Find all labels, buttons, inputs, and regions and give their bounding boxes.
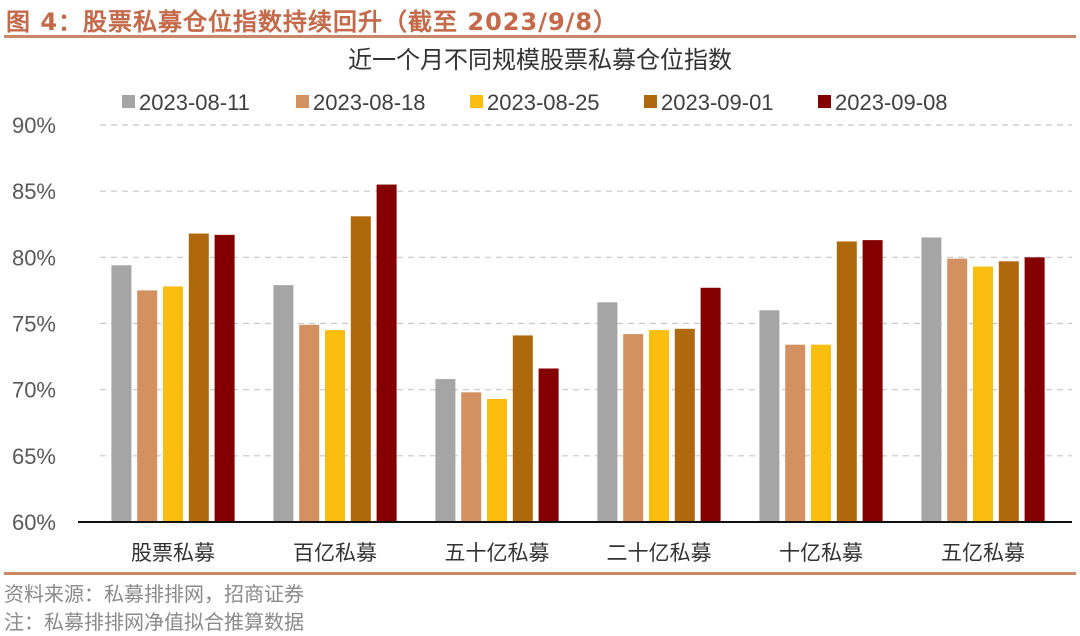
- x-tick-label: 五亿私募: [941, 541, 1025, 565]
- source-note: 资料来源：私募排排网，招商证券: [4, 582, 304, 606]
- x-axis: 股票私募 百亿私募 五十亿私募 二十亿私募 十亿私募 五亿私募: [78, 521, 1072, 565]
- bar-2023-09-01-股票私募: [188, 233, 209, 522]
- bar-2023-08-18-十亿私募: [785, 344, 806, 522]
- x-tick-label: 股票私募: [131, 541, 215, 565]
- bar-2023-08-11-五十亿私募: [435, 379, 456, 522]
- bar-2023-08-25-五十亿私募: [487, 398, 507, 522]
- legend-label: 2023-08-11: [139, 90, 250, 115]
- y-tick-label: 90%: [12, 113, 56, 138]
- bar-2023-08-25-五亿私募: [973, 266, 993, 522]
- x-tick-label: 百亿私募: [293, 541, 377, 565]
- footnote: 注：私募排排网净值拟合推算数据: [4, 610, 304, 634]
- bar-2023-08-25-百亿私募: [325, 330, 345, 522]
- bar-2023-09-08-五十亿私募: [538, 368, 559, 522]
- bar-2023-09-08-二十亿私募: [700, 287, 721, 522]
- bar-2023-09-08-五亿私募: [1024, 257, 1045, 522]
- x-tick-label: 十亿私募: [779, 541, 863, 565]
- x-tick-label: 二十亿私募: [607, 541, 712, 565]
- bar-2023-08-18-二十亿私募: [623, 334, 644, 522]
- y-tick-label: 60%: [12, 510, 56, 535]
- figure-title: 图 4：股票私募仓位指数持续回升（截至 2023/9/8）: [6, 8, 619, 36]
- legend-label: 2023-08-25: [487, 90, 600, 115]
- bar-2023-09-08-十亿私募: [862, 240, 883, 522]
- legend-swatch: [644, 95, 657, 108]
- bar-2023-09-08-百亿私募: [376, 184, 397, 523]
- bottom-divider: [4, 572, 1076, 575]
- bar-2023-08-18-五十亿私募: [461, 392, 482, 522]
- y-tick-label: 65%: [12, 444, 56, 469]
- legend-label: 2023-09-08: [835, 90, 948, 115]
- bars: [111, 184, 1045, 523]
- bar-2023-08-25-二十亿私募: [649, 330, 669, 522]
- top-divider: [4, 35, 1076, 38]
- y-axis: 60% 65% 70% 75% 80% 85% 90%: [12, 113, 56, 535]
- bar-2023-08-11-股票私募: [111, 265, 132, 522]
- bar-2023-08-25-股票私募: [163, 286, 183, 522]
- legend-label: 2023-08-18: [313, 90, 426, 115]
- bar-2023-09-01-百亿私募: [350, 216, 371, 522]
- legend: 2023-08-11 2023-08-18 2023-08-25 2023-09-01…: [122, 90, 948, 115]
- y-tick-label: 75%: [12, 312, 56, 337]
- y-tick-label: 80%: [12, 245, 56, 270]
- bar-2023-08-11-百亿私募: [273, 285, 294, 522]
- legend-label: 2023-09-01: [661, 90, 774, 115]
- bar-2023-09-01-二十亿私募: [674, 328, 695, 522]
- gridlines: [100, 124, 1072, 457]
- bar-2023-08-11-五亿私募: [921, 237, 942, 522]
- chart-title: 近一个月不同规模股票私募仓位指数: [348, 46, 732, 74]
- legend-swatch: [818, 95, 831, 108]
- bar-2023-08-25-十亿私募: [811, 344, 831, 522]
- bar-2023-09-01-十亿私募: [836, 241, 857, 522]
- y-tick-label: 70%: [12, 378, 56, 403]
- bar-2023-09-01-五十亿私募: [512, 335, 533, 522]
- y-tick-label: 85%: [12, 179, 56, 204]
- bar-2023-09-08-股票私募: [214, 234, 235, 522]
- bar-2023-08-18-百亿私募: [299, 324, 320, 522]
- bar-2023-08-18-股票私募: [137, 290, 158, 522]
- bar-2023-09-01-五亿私募: [998, 261, 1019, 522]
- legend-swatch: [122, 95, 135, 108]
- legend-swatch: [296, 95, 309, 108]
- x-tick-label: 五十亿私募: [445, 541, 550, 565]
- bar-2023-08-11-十亿私募: [759, 310, 780, 522]
- legend-swatch: [470, 95, 483, 108]
- bar-2023-08-11-二十亿私募: [597, 302, 618, 522]
- bar-2023-08-18-五亿私募: [947, 258, 968, 522]
